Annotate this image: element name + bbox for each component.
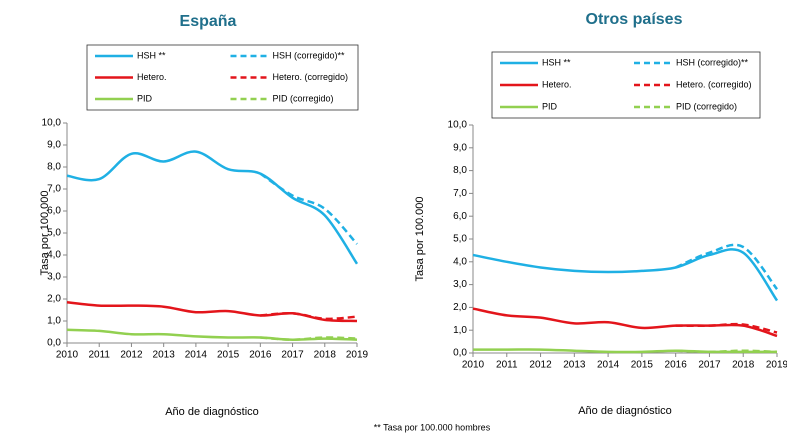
y-tick-label: 6,0 [453, 211, 467, 222]
line-series [472, 307, 778, 338]
y-tick-label: 3,0 [453, 279, 467, 290]
x-tick-label: 2017 [698, 360, 721, 371]
y-axis-label: Tasa por 100.000 [39, 190, 51, 275]
chart-title: Otros países [586, 11, 683, 28]
y-tick-label: 5,0 [47, 228, 61, 239]
y-tick-label: 0,0 [47, 338, 61, 349]
x-tick-label: 2018 [314, 350, 337, 361]
legend-label: HSH (corregido)** [676, 57, 749, 67]
x-tick-label: 2013 [153, 350, 176, 361]
line-series [260, 336, 358, 341]
line-series [66, 150, 359, 265]
y-tick-label: 7,0 [47, 184, 61, 195]
legend-label: HSH ** [542, 57, 571, 67]
footnote: ** Tasa por 100.000 hombres [374, 422, 491, 432]
legend-label: Hetero. [137, 72, 167, 82]
legend-label: Hetero. (corregido) [676, 79, 752, 89]
x-tick-label: 2016 [665, 360, 688, 371]
line-series [675, 349, 778, 354]
x-tick-label: 2010 [56, 350, 79, 361]
legend-label: PID [542, 101, 558, 111]
x-tick-label: 2017 [281, 350, 304, 361]
y-tick-label: 1,0 [453, 325, 467, 336]
legend-label: Hetero. (corregido) [273, 72, 349, 82]
y-tick-label: 2,0 [47, 294, 61, 305]
line-series [259, 172, 358, 245]
x-tick-label: 2012 [120, 350, 143, 361]
x-tick-label: 2014 [185, 350, 208, 361]
y-tick-label: 7,0 [453, 188, 467, 199]
y-tick-label: 3,0 [47, 272, 61, 283]
x-tick-label: 2014 [597, 360, 620, 371]
y-tick-label: 4,0 [47, 250, 61, 261]
x-tick-label: 2011 [496, 360, 518, 371]
line-series [260, 311, 358, 321]
legend-label: PID (corregido) [273, 93, 334, 103]
line-series [66, 328, 358, 341]
legend-label: Hetero. [542, 79, 572, 89]
y-tick-label: 9,0 [47, 140, 61, 151]
x-tick-label: 2011 [88, 350, 110, 361]
y-tick-label: 2,0 [453, 302, 467, 313]
x-tick-label: 2019 [766, 360, 787, 371]
y-tick-label: 4,0 [453, 256, 467, 267]
x-tick-label: 2016 [249, 350, 272, 361]
y-tick-label: 8,0 [47, 162, 61, 173]
x-tick-label: 2019 [346, 350, 369, 361]
line-series [66, 301, 358, 323]
y-tick-label: 9,0 [453, 142, 467, 153]
y-tick-label: 10,0 [42, 118, 62, 129]
x-tick-label: 2015 [631, 360, 654, 371]
legend-label: PID (corregido) [676, 101, 737, 111]
x-axis-label: Año de diagnóstico [165, 406, 259, 418]
y-tick-label: 10,0 [448, 120, 468, 131]
legend-label: HSH (corregido)** [273, 50, 346, 60]
legend-label: PID [137, 93, 153, 103]
y-tick-label: 5,0 [453, 234, 467, 245]
y-tick-label: 0,0 [453, 348, 467, 359]
x-axis-label: Año de diagnóstico [578, 405, 672, 417]
legend-label: HSH ** [137, 50, 166, 60]
y-tick-label: 6,0 [47, 206, 61, 217]
y-axis-label: Tasa por 100.000 [414, 196, 426, 281]
y-tick-label: 8,0 [453, 165, 467, 176]
line-series [472, 248, 779, 302]
x-tick-label: 2012 [529, 360, 552, 371]
x-tick-label: 2018 [732, 360, 755, 371]
x-tick-label: 2013 [563, 360, 586, 371]
chart-title: España [180, 13, 237, 30]
y-tick-label: 1,0 [47, 316, 61, 327]
x-tick-label: 2015 [217, 350, 240, 361]
x-tick-label: 2010 [462, 360, 485, 371]
line-series [675, 243, 778, 290]
line-series [675, 322, 778, 334]
